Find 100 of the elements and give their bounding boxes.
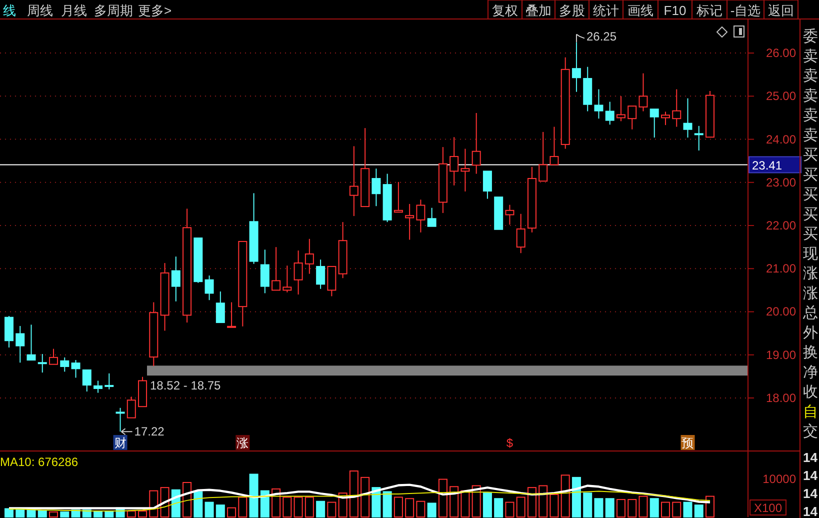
text: 涨	[803, 265, 818, 282]
text: 净	[803, 364, 818, 381]
text: 外	[803, 324, 818, 342]
text: 14	[803, 468, 818, 483]
text: MA10: 676286	[0, 455, 78, 469]
candlestick	[327, 266, 336, 297]
text: 叠加	[526, 3, 552, 18]
text: -自选	[730, 3, 761, 18]
candlestick	[104, 372, 114, 390]
candlestick	[394, 181, 403, 213]
text: 委	[803, 28, 818, 45]
candlestick	[450, 136, 459, 186]
bar	[316, 500, 326, 518]
annotation: $	[506, 436, 514, 450]
y-tick-label: 24.00	[766, 132, 796, 146]
candlestick	[482, 170, 492, 200]
candlestick	[282, 265, 292, 293]
text: 多股	[559, 3, 585, 18]
band-label: 18.52 - 18.75	[150, 378, 222, 393]
y-tick-label: 19.00	[766, 348, 796, 362]
ref-line-label: 23.41	[752, 158, 782, 173]
candlestick	[316, 259, 326, 290]
bar	[260, 490, 270, 518]
text: 卖	[803, 107, 818, 124]
bar	[605, 498, 614, 518]
text: 线	[3, 3, 16, 18]
candlestick	[71, 360, 80, 378]
text: 月线	[61, 3, 87, 18]
candlestick	[505, 204, 514, 226]
candlestick	[538, 131, 548, 182]
text: 买	[803, 146, 818, 164]
text: 自	[803, 403, 818, 420]
candlestick	[260, 249, 270, 294]
text: 买	[803, 206, 818, 223]
text: 更多>	[138, 3, 172, 18]
text: 买	[803, 226, 818, 242]
candlestick	[204, 275, 214, 301]
bar	[38, 510, 47, 518]
annotation: 预	[682, 436, 694, 450]
bar	[594, 498, 604, 518]
y-tick-label: 23.00	[766, 175, 796, 190]
bar	[249, 474, 258, 518]
text: X100	[754, 501, 782, 515]
bar	[427, 502, 436, 518]
candlestick	[4, 316, 14, 348]
text: 复权	[492, 3, 518, 18]
text: F10	[664, 3, 686, 18]
text: 卖	[803, 126, 818, 144]
candlestick	[304, 238, 314, 274]
annotation: 17.22	[134, 424, 165, 439]
candlestick	[427, 207, 436, 227]
candlestick	[26, 324, 36, 361]
candlestick	[405, 203, 414, 240]
y-tick-label: 25.00	[766, 89, 796, 104]
text: 10000	[762, 472, 796, 486]
text: 买	[803, 166, 818, 184]
candlestick	[628, 106, 637, 130]
candlestick	[694, 125, 704, 151]
text: 14	[803, 450, 818, 465]
candlestick	[650, 108, 659, 138]
text: 画线	[628, 3, 654, 18]
bar	[694, 504, 704, 518]
bar	[382, 491, 392, 518]
candlestick	[660, 111, 670, 126]
candlestick	[616, 96, 626, 122]
bar	[572, 476, 581, 518]
bar	[372, 487, 381, 518]
candlestick	[472, 112, 481, 174]
text: 周线	[27, 3, 53, 18]
bar	[583, 492, 592, 518]
bar	[650, 498, 659, 518]
candlestick	[550, 126, 559, 166]
text: 现	[803, 245, 818, 262]
text: 返回	[768, 3, 794, 18]
candlestick	[94, 380, 103, 394]
bar	[204, 502, 214, 518]
y-tick-label: 21.00	[766, 262, 796, 276]
bar	[60, 511, 70, 518]
bar	[194, 491, 203, 518]
annotation: 26.25	[586, 29, 617, 44]
candlestick	[227, 302, 236, 328]
text: 买	[803, 186, 818, 203]
candlestick	[416, 199, 426, 233]
text: 卖	[803, 68, 818, 84]
y-tick-label: 22.00	[766, 218, 796, 233]
bar	[482, 492, 492, 518]
bar	[4, 508, 14, 518]
text: 收	[803, 384, 818, 400]
text: 14	[803, 504, 818, 518]
text: 14	[803, 486, 818, 501]
bar	[683, 502, 692, 518]
bar	[494, 498, 504, 518]
candlestick	[372, 168, 381, 207]
y-tick-label: 20.00	[766, 304, 796, 319]
candlestick	[672, 88, 682, 128]
candlestick	[16, 325, 25, 364]
candlestick	[572, 42, 581, 92]
candlestick	[683, 98, 692, 138]
candlestick	[349, 146, 358, 217]
text: 涨	[803, 284, 818, 302]
